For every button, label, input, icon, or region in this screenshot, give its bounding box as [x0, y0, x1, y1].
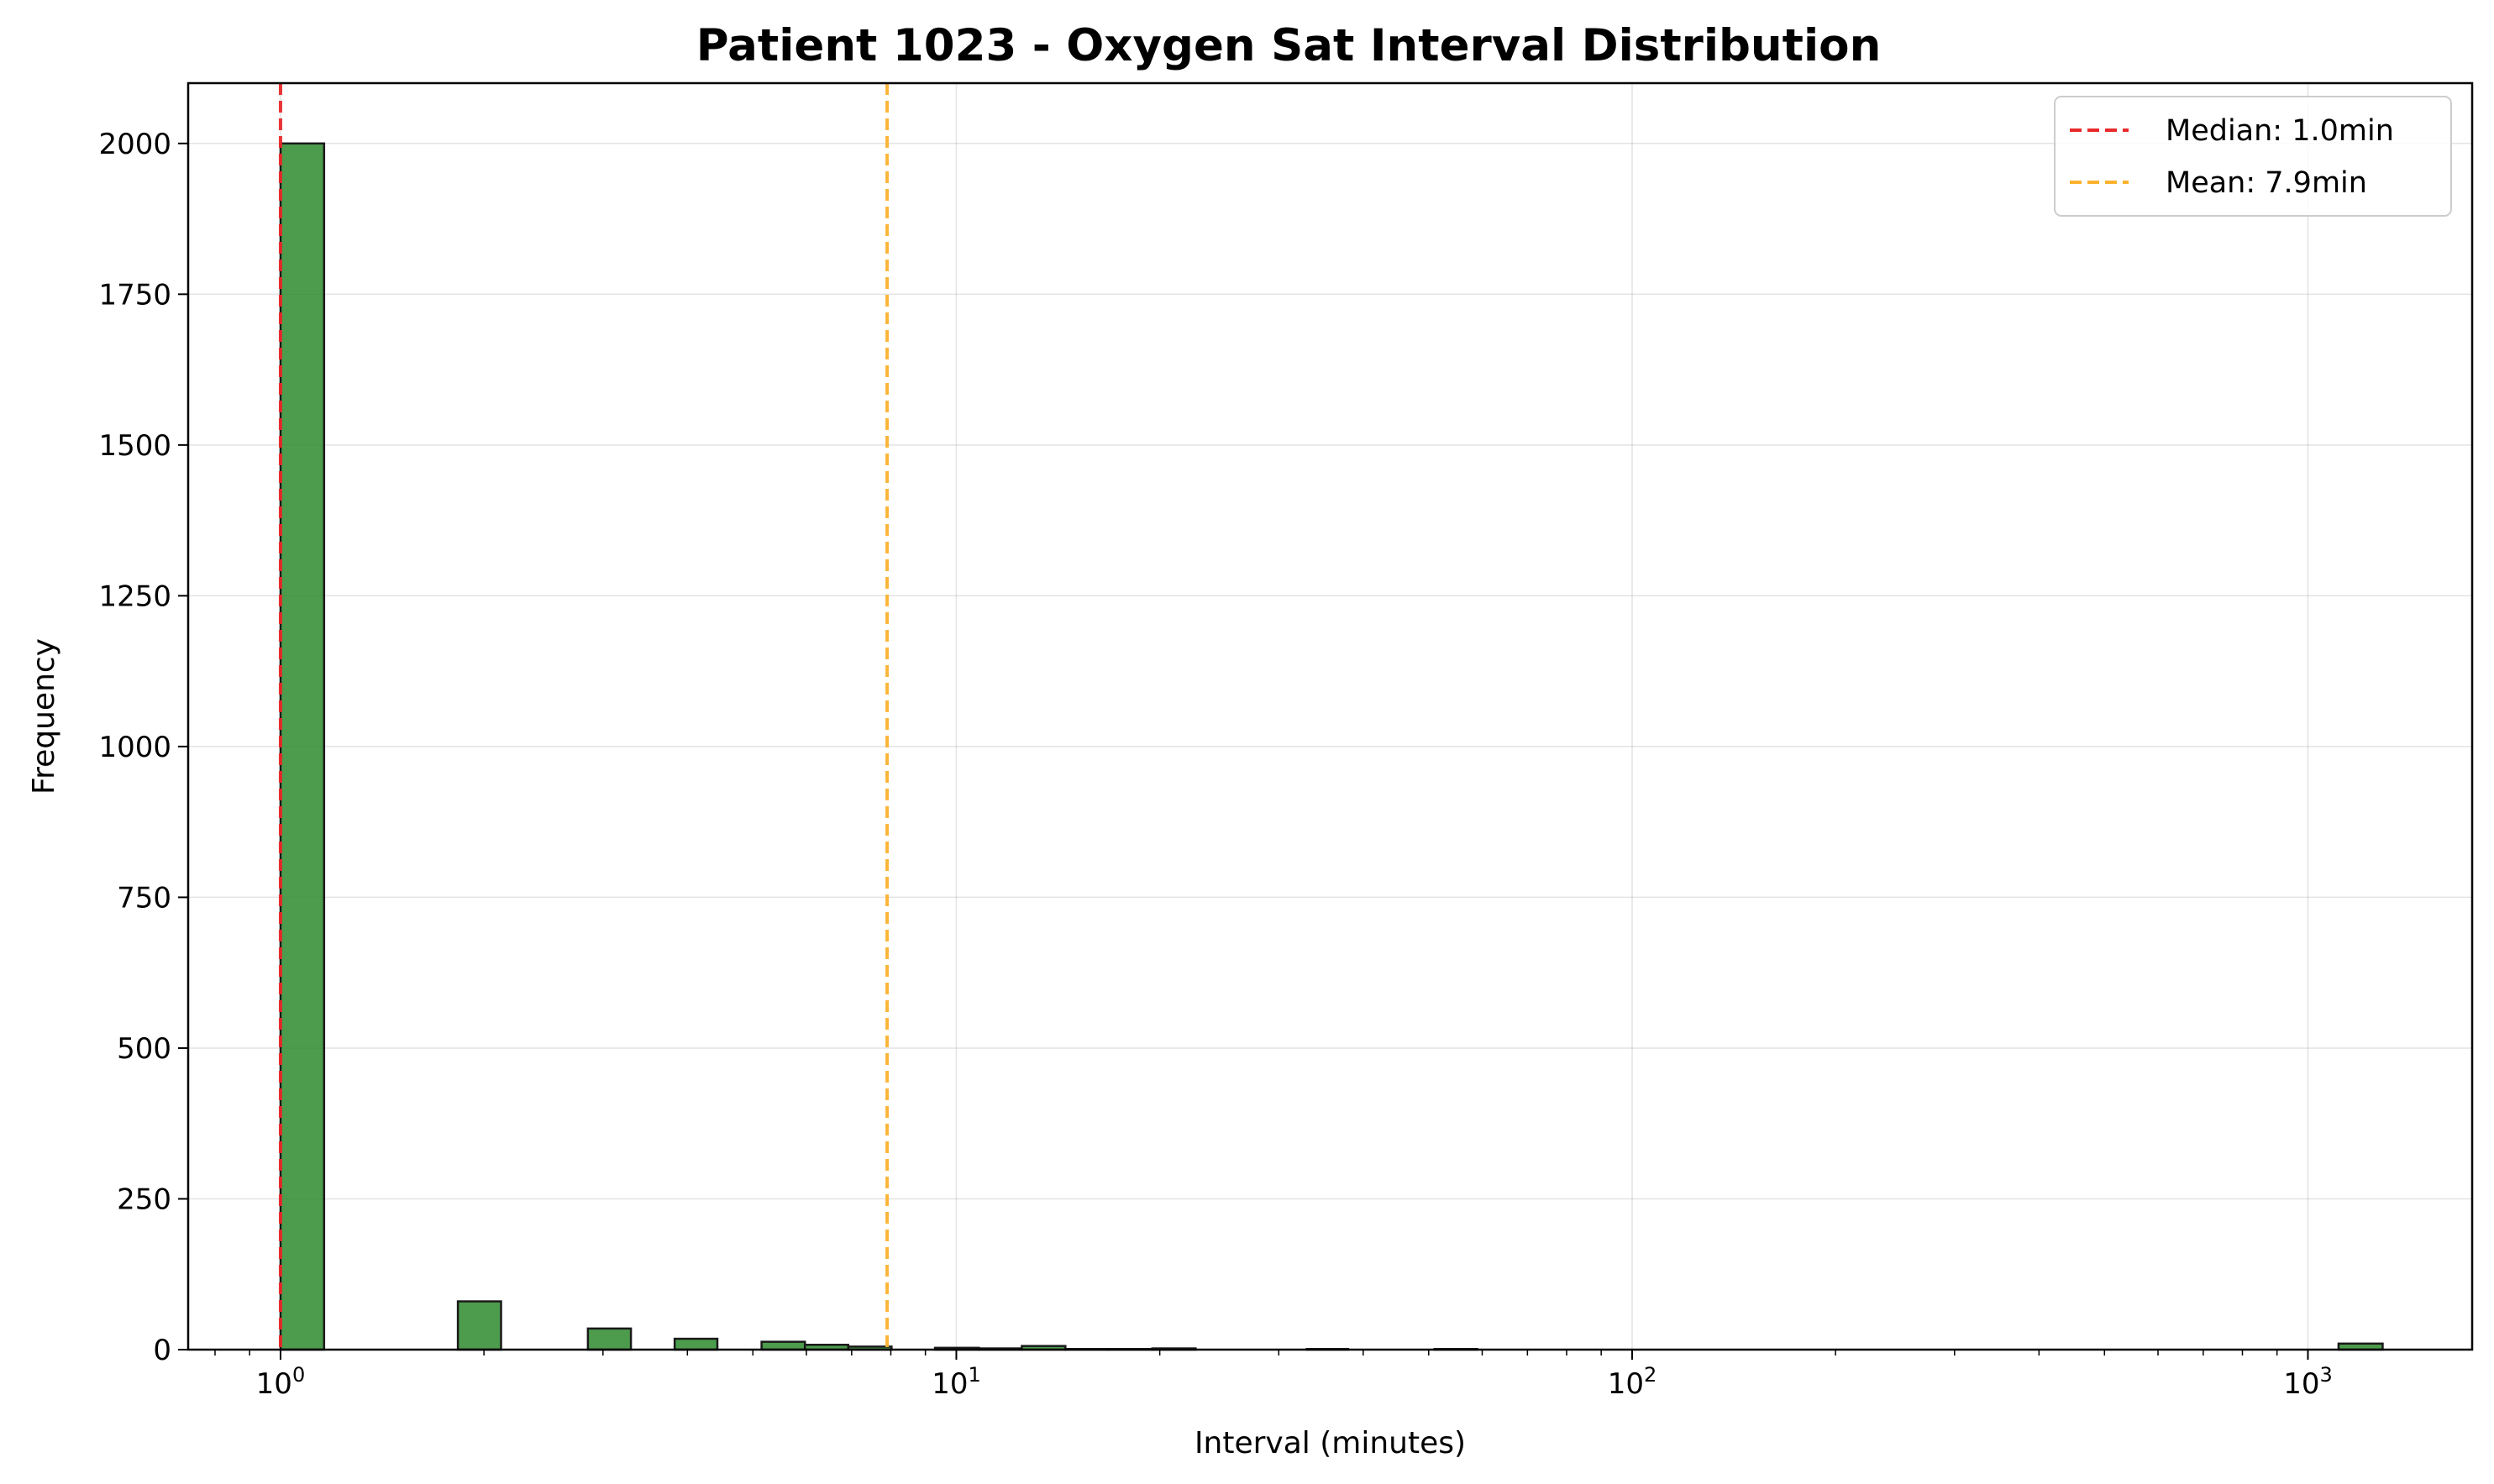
- y-tick-label: 1500: [98, 429, 171, 463]
- y-tick-label: 250: [117, 1182, 171, 1216]
- y-tick-label: 750: [117, 881, 171, 915]
- x-axis-label: Interval (minutes): [1194, 1426, 1466, 1460]
- legend: Median: 1.0min Mean: 7.9min: [2054, 96, 2452, 217]
- grid-layer: [188, 83, 2472, 1350]
- chart-title: Patient 1023 - Oxygen Sat Interval Distr…: [696, 20, 1882, 71]
- x-tick-label: 103: [2283, 1363, 2333, 1401]
- y-tick-label: 1750: [98, 278, 171, 312]
- x-tick-label: 100: [256, 1363, 306, 1401]
- bars-layer: [279, 142, 2384, 1351]
- legend-label: Median: 1.0min: [2166, 114, 2394, 148]
- histogram-bar: [673, 1337, 719, 1351]
- histogram-bar: [279, 142, 326, 1351]
- y-tick-label: 1000: [98, 731, 171, 764]
- histogram-bar: [456, 1300, 502, 1351]
- histogram-bar: [760, 1340, 806, 1351]
- y-tick-label: 500: [117, 1032, 171, 1066]
- legend-box: [2054, 96, 2452, 217]
- x-tick-label: 102: [1608, 1363, 1657, 1401]
- ticks-layer: 0 250 500 750 1000 1250 1500 1750 2000 100 101 102 1…: [98, 128, 2332, 1401]
- histogram-bar: [586, 1327, 633, 1351]
- y-tick-label: 0: [153, 1334, 171, 1367]
- y-tick-label: 2000: [98, 128, 171, 161]
- plot-frame: [186, 81, 2474, 1351]
- legend-label: Mean: 7.9min: [2166, 166, 2367, 200]
- x-tick-label: 101: [932, 1363, 981, 1401]
- y-axis-label: Frequency: [27, 638, 61, 794]
- y-tick-label: 1250: [98, 579, 171, 613]
